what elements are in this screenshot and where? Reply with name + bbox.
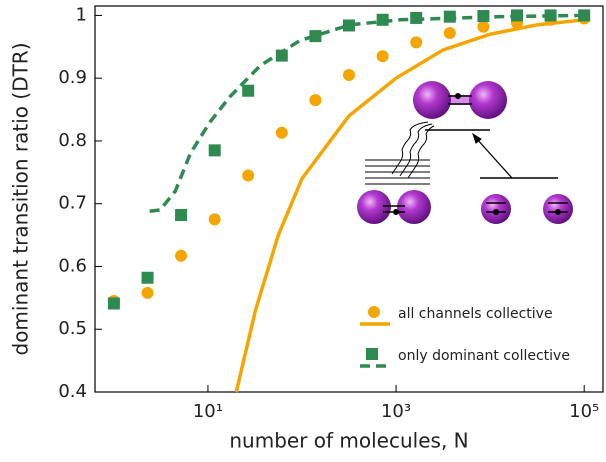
data-point xyxy=(175,209,187,221)
y-tick-label: 0.8 xyxy=(58,130,87,151)
data-point xyxy=(444,27,456,39)
data-point xyxy=(477,21,489,33)
data-point xyxy=(309,30,321,42)
data-point xyxy=(578,9,590,21)
data-point xyxy=(175,250,187,262)
inset-diagram xyxy=(357,81,573,224)
chart: number of molecules, N dominant transiti… xyxy=(0,0,606,462)
data-point xyxy=(276,127,288,139)
data-point xyxy=(410,36,422,48)
x-tick-label: 10⁵ xyxy=(569,401,599,422)
data-point xyxy=(477,10,489,22)
x-tick-label: 10¹ xyxy=(193,401,223,422)
data-point xyxy=(209,213,221,225)
legend-marker xyxy=(366,348,378,360)
y-axis-label: dominant transition ratio (DTR) xyxy=(9,42,33,355)
data-point xyxy=(444,11,456,23)
data-point xyxy=(142,287,154,299)
legend-marker xyxy=(368,306,380,318)
data-point xyxy=(343,19,355,31)
y-tick-label: 0.4 xyxy=(58,381,87,402)
data-point xyxy=(108,298,120,310)
y-tick-label: 0.9 xyxy=(58,67,87,88)
page: {"chart_data": {"type": "scatter", "x_la… xyxy=(0,0,606,462)
data-point xyxy=(343,69,355,81)
data-point xyxy=(511,9,523,21)
plot-frame xyxy=(95,6,603,392)
data-point xyxy=(545,9,557,21)
data-point xyxy=(209,144,221,156)
data-point xyxy=(377,14,389,26)
y-tick-label: 0.6 xyxy=(58,255,87,276)
data-point xyxy=(410,12,422,24)
data-point xyxy=(377,50,389,62)
y-tick-label: 0.7 xyxy=(58,193,87,214)
data-point xyxy=(242,85,254,97)
data-point xyxy=(309,94,321,106)
data-point xyxy=(242,169,254,181)
y-tick-label: 1 xyxy=(76,4,87,25)
legend-label: all channels collective xyxy=(398,306,553,322)
data-point xyxy=(276,50,288,62)
y-tick-label: 0.5 xyxy=(58,318,87,339)
x-axis-label: number of molecules, N xyxy=(229,429,468,453)
legend-label: only dominant collective xyxy=(398,348,570,364)
x-tick-label: 10³ xyxy=(381,401,411,422)
data-point xyxy=(142,272,154,284)
series-line xyxy=(150,15,585,211)
